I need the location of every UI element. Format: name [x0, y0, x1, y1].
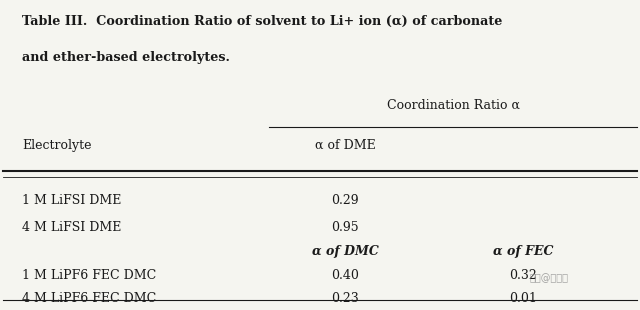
- Text: 0.32: 0.32: [509, 268, 537, 281]
- Text: 0.23: 0.23: [332, 292, 359, 305]
- Text: 头条@新理念: 头条@新理念: [529, 273, 568, 283]
- Text: 0.29: 0.29: [332, 194, 359, 207]
- Text: 0.40: 0.40: [332, 268, 359, 281]
- Text: α of DME: α of DME: [315, 139, 376, 152]
- Text: 0.95: 0.95: [332, 221, 359, 234]
- Text: 1 M LiFSI DME: 1 M LiFSI DME: [22, 194, 121, 207]
- Text: Coordination Ratio α: Coordination Ratio α: [387, 98, 520, 111]
- Text: α of FEC: α of FEC: [493, 245, 553, 258]
- Text: Electrolyte: Electrolyte: [22, 139, 92, 152]
- Text: 1 M LiPF6 FEC DMC: 1 M LiPF6 FEC DMC: [22, 268, 156, 281]
- Text: α of DMC: α of DMC: [312, 245, 379, 258]
- Text: 4 M LiFSI DME: 4 M LiFSI DME: [22, 221, 121, 234]
- Text: Table III.  Coordination Ratio of solvent to Li+ ion (α) of carbonate: Table III. Coordination Ratio of solvent…: [22, 15, 502, 28]
- Text: and ether-based electrolytes.: and ether-based electrolytes.: [22, 51, 230, 64]
- Text: 0.01: 0.01: [509, 292, 537, 305]
- Text: 4 M LiPF6 FEC DMC: 4 M LiPF6 FEC DMC: [22, 292, 156, 305]
